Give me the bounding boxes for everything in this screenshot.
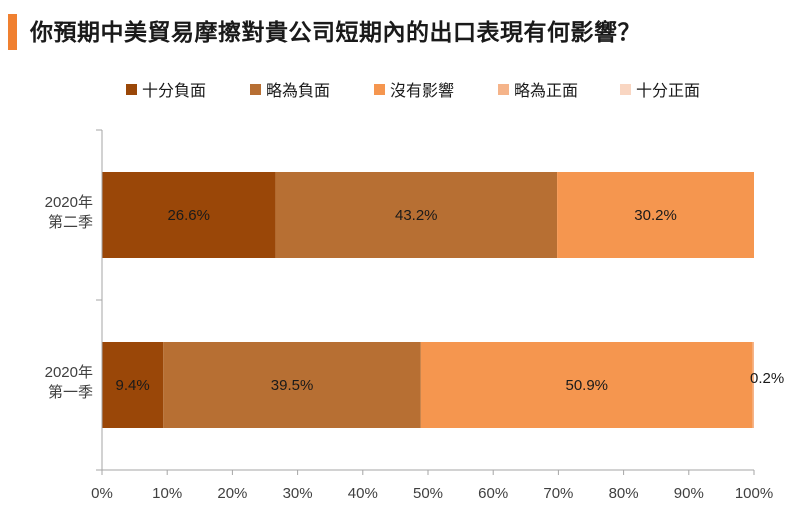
x-tick-label: 20% <box>217 485 247 502</box>
chart-title: 你預期中美貿易摩擦對貴公司短期內的出口表現有何影響？ <box>30 19 641 45</box>
legend-swatch <box>126 83 137 95</box>
bar-segment <box>163 342 421 428</box>
x-tick-label: 10% <box>152 485 182 502</box>
data-label: 50.9% <box>565 377 608 394</box>
x-tick-label: 30% <box>283 485 313 502</box>
x-tick-label: 0% <box>91 485 113 502</box>
legend-item: 略為負面 <box>250 76 330 102</box>
legend-swatch <box>250 83 261 95</box>
legend-swatch <box>620 83 631 95</box>
legend-swatch <box>374 83 385 95</box>
bar-segment <box>102 172 276 258</box>
x-tick-label: 70% <box>543 485 573 502</box>
legend-item: 略為正面 <box>498 76 578 102</box>
legend-label: 十分負面 <box>142 83 207 100</box>
data-label: 43.2% <box>395 207 438 224</box>
x-tick-label: 60% <box>478 485 508 502</box>
category-label: 第二季 <box>48 213 93 231</box>
x-tick-label: 100% <box>735 485 773 502</box>
data-label: 39.5% <box>271 377 314 394</box>
x-tick-label: 40% <box>348 485 378 502</box>
x-tick-label: 80% <box>609 485 639 502</box>
data-label: 9.4% <box>116 377 150 394</box>
bar-segment <box>275 172 558 258</box>
bar-segment <box>557 172 754 258</box>
bar-segment <box>420 342 753 428</box>
data-label: 0.2% <box>750 370 784 387</box>
x-tick-label: 50% <box>413 485 443 502</box>
legend-item: 沒有影響 <box>374 76 454 102</box>
category-label: 2020年 <box>45 364 93 381</box>
title-accent-bar <box>8 14 17 50</box>
x-tick-label: 90% <box>674 485 704 502</box>
legend-item: 十分負面 <box>126 76 206 102</box>
data-label: 30.2% <box>634 207 677 224</box>
legend-item: 十分正面 <box>620 76 700 102</box>
bar-segment <box>102 342 164 428</box>
data-label: 26.6% <box>167 207 210 224</box>
legend: 十分負面 略為負面 沒有影響 略為正面 十分正面 <box>0 76 800 102</box>
bar-segment <box>752 342 754 428</box>
legend-swatch <box>498 83 509 95</box>
category-label: 第一季 <box>48 383 93 401</box>
category-label: 2020年 <box>45 194 93 211</box>
legend-label: 沒有影響 <box>390 83 455 100</box>
legend-label: 略為負面 <box>266 83 331 100</box>
legend-label: 十分正面 <box>636 83 701 100</box>
legend-label: 略為正面 <box>514 83 579 100</box>
